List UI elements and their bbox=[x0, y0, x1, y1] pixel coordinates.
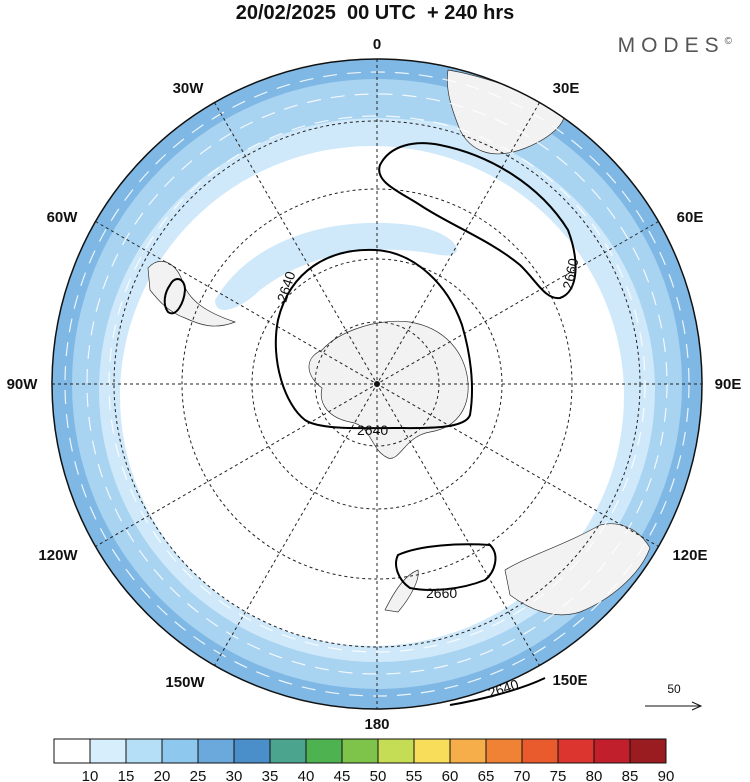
arrowhead-icon bbox=[691, 701, 703, 711]
polar-map: 2640 2660 2640 2660 2640 0 30E 60E 90E 1… bbox=[7, 36, 742, 730]
lon-label-150e: 150E bbox=[552, 672, 587, 689]
colorbar-swatches bbox=[53, 738, 667, 764]
colorbar-label: 70 bbox=[514, 768, 531, 782]
colorbar-swatch bbox=[341, 738, 379, 764]
colorbar-swatch bbox=[305, 738, 343, 764]
lon-label-180: 180 bbox=[364, 716, 389, 730]
colorbar-label: 80 bbox=[586, 768, 603, 782]
colorbar-swatch bbox=[557, 738, 595, 764]
page-title: 20/02/2025 00 UTC + 240 hrs bbox=[235, 2, 515, 24]
contour-label: 2640 bbox=[357, 422, 388, 438]
lon-label-120e: 120E bbox=[672, 547, 707, 564]
lon-label-90w: 90W bbox=[7, 376, 39, 393]
reference-vector-label: 50 bbox=[667, 682, 681, 696]
colorbar-swatch bbox=[413, 738, 451, 764]
height-contours bbox=[163, 142, 577, 706]
contour-2640-andes bbox=[163, 278, 187, 315]
colorbar-swatch bbox=[521, 738, 559, 764]
antarctica bbox=[308, 320, 469, 459]
jet-streak-south-atlantic bbox=[215, 222, 457, 311]
colorbar-label: 45 bbox=[334, 768, 351, 782]
colorbar-label: 15 bbox=[118, 768, 135, 782]
new-zealand bbox=[384, 569, 419, 613]
colorbar-swatch bbox=[125, 738, 163, 764]
lon-label-120w: 120W bbox=[38, 547, 78, 564]
brand-text: MODES bbox=[617, 34, 725, 57]
colorbar-label: 85 bbox=[622, 768, 639, 782]
colorbar-label: 65 bbox=[478, 768, 495, 782]
lon-label-150w: 150W bbox=[165, 674, 205, 691]
colorbar-label: 55 bbox=[406, 768, 423, 782]
lon-label-90e: 90E bbox=[715, 376, 742, 393]
contour-2660-tasman bbox=[395, 543, 497, 591]
colorbar-swatch bbox=[593, 738, 631, 764]
reference-vector: 50 bbox=[645, 682, 703, 711]
colorbar-label: 75 bbox=[550, 768, 567, 782]
australia bbox=[504, 523, 651, 616]
colorbar-label: 25 bbox=[190, 768, 207, 782]
contour-2640-south-edge bbox=[449, 677, 546, 706]
land-masses bbox=[147, 69, 651, 616]
colorbar-label: 30 bbox=[226, 768, 243, 782]
colorbar-label: 20 bbox=[154, 768, 171, 782]
colorbar-swatch bbox=[233, 738, 271, 764]
lon-label-30e: 30E bbox=[553, 80, 580, 97]
pole-marker bbox=[374, 381, 380, 387]
lon-label-30w: 30W bbox=[173, 80, 205, 97]
colorbar-swatch bbox=[269, 738, 307, 764]
copyright-mark: © bbox=[724, 36, 732, 47]
colorbar-label: 10 bbox=[82, 768, 99, 782]
brand-logo: MODES© bbox=[618, 34, 732, 58]
contour-2660-indian bbox=[378, 142, 577, 300]
contour-label: 2660 bbox=[426, 585, 457, 601]
colorbar-label: 40 bbox=[298, 768, 315, 782]
longitude-labels: 0 30E 60E 90E 120E 150E 180 150W 120W 90… bbox=[7, 36, 742, 730]
colorbar-swatch bbox=[53, 738, 91, 764]
south-america bbox=[147, 260, 237, 327]
colorbar-swatch bbox=[377, 738, 415, 764]
contour-label: 2660 bbox=[559, 257, 581, 291]
colorbar-swatch bbox=[485, 738, 523, 764]
jet-streak-indian-ocean bbox=[395, 119, 472, 143]
colorbar-label: 35 bbox=[262, 768, 279, 782]
colorbar-swatch bbox=[89, 738, 127, 764]
colorbar-swatch bbox=[197, 738, 235, 764]
lon-label-60e: 60E bbox=[677, 209, 704, 226]
colorbar-label: 50 bbox=[370, 768, 387, 782]
colorbar-swatch bbox=[629, 738, 667, 764]
colorbar-swatch bbox=[449, 738, 487, 764]
colorbar-swatch bbox=[161, 738, 199, 764]
lon-label-0: 0 bbox=[373, 36, 381, 53]
colorbar-label: 60 bbox=[442, 768, 459, 782]
colorbar-labels: 10 15 20 25 30 35 40 45 50 55 60 65 70 75 80 85 90 bbox=[82, 768, 675, 782]
map-boundary bbox=[51, 58, 703, 710]
lon-label-60w: 60W bbox=[47, 209, 79, 226]
contour-2640-polar bbox=[274, 248, 473, 430]
colorbar-label: 90 bbox=[658, 768, 675, 782]
